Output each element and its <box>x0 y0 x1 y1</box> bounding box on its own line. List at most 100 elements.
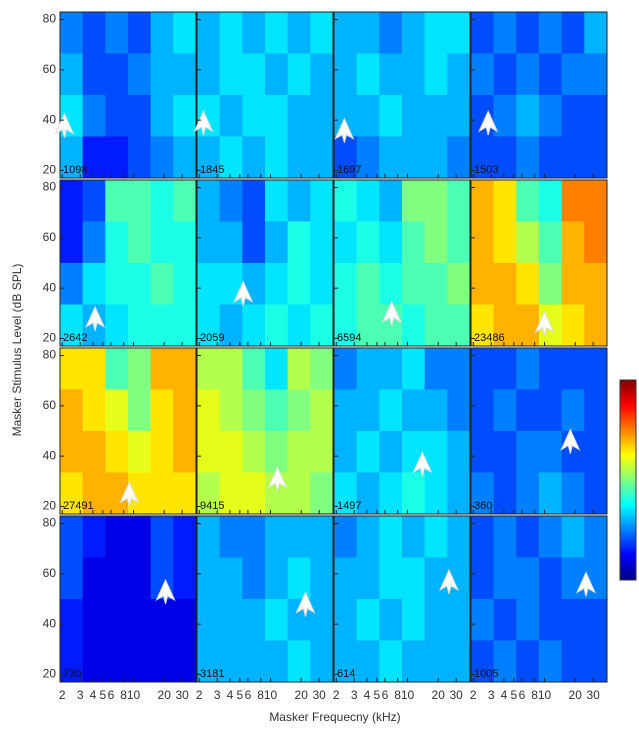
heatmap-cell <box>493 53 517 96</box>
heatmap-cell <box>265 95 288 137</box>
x-tick-label: 4 <box>227 688 234 702</box>
x-tick-label: 10 <box>127 688 141 702</box>
heatmap-cell <box>379 180 403 222</box>
heatmap-cell <box>105 516 129 558</box>
heatmap-cell <box>219 53 243 96</box>
heatmap-cell <box>334 472 357 515</box>
heatmap-cell <box>60 136 83 179</box>
y-tick-label: 60 <box>43 230 57 244</box>
heatmap-cell <box>424 599 448 641</box>
heatmap-cell <box>402 516 425 558</box>
heatmap-cell <box>471 472 494 515</box>
panel-label: 3181 <box>200 668 224 680</box>
heatmap-cell <box>287 557 311 600</box>
heatmap-cell <box>516 95 540 137</box>
x-tick-label: 6 <box>245 688 252 702</box>
heatmap-cell <box>516 12 540 54</box>
heatmap-cell <box>424 431 448 473</box>
heatmap-cell <box>60 221 83 264</box>
heatmap-cell <box>173 304 197 347</box>
y-tick-label: 40 <box>43 616 57 630</box>
heatmap-cell <box>447 12 471 54</box>
heatmap-cell <box>539 557 562 600</box>
heatmap-cell <box>516 136 540 179</box>
heatmap-cell <box>150 599 174 641</box>
heatmap-cell <box>561 640 585 683</box>
x-tick-label: 20 <box>295 688 309 702</box>
heatmap-cell <box>265 53 288 96</box>
heatmap-cell <box>424 221 448 264</box>
heatmap-cell <box>471 389 494 432</box>
heatmap-cell <box>539 348 562 390</box>
heatmap-cell <box>471 640 494 683</box>
heatmap-cell <box>584 180 608 222</box>
heatmap-cell <box>493 304 517 347</box>
heatmap-cell <box>334 95 357 137</box>
heatmap-cell <box>493 516 517 558</box>
heatmap-cell <box>584 263 608 305</box>
heatmap-cell <box>82 136 106 179</box>
heatmap-cell <box>197 431 220 473</box>
y-tick-label: 80 <box>43 12 57 26</box>
heatmap-cell <box>82 640 106 683</box>
heatmap-cell <box>265 640 288 683</box>
heatmap-cell <box>379 431 403 473</box>
heatmap-cell <box>584 12 608 54</box>
heatmap-cell <box>447 95 471 137</box>
heatmap-cell <box>242 557 266 600</box>
heatmap-cell <box>265 136 288 179</box>
heatmap-cell <box>379 472 403 515</box>
panel-label: 730 <box>63 668 81 680</box>
heatmap-cell <box>493 180 517 222</box>
heatmap-cell <box>287 95 311 137</box>
heatmap-cell <box>516 304 540 347</box>
heatmap-cell <box>493 95 517 137</box>
arrow <box>478 109 499 136</box>
heatmap-cell <box>128 304 151 347</box>
arrow <box>54 112 75 138</box>
heatmap-cell <box>424 640 448 683</box>
heatmap-cell <box>105 180 129 222</box>
heatmap-cell <box>539 95 562 137</box>
heatmap-cell <box>105 95 129 137</box>
heatmap-cell <box>334 599 357 641</box>
x-tick-label: 20 <box>432 688 446 702</box>
heatmap-cell <box>539 180 562 222</box>
heatmap-cell <box>265 599 288 641</box>
panel-frame <box>333 515 471 683</box>
heatmap-cell <box>173 263 197 305</box>
heatmap-cell <box>356 516 380 558</box>
heatmap-cell <box>242 472 266 515</box>
heatmap-cell <box>60 557 83 600</box>
heatmap-cell <box>379 95 403 137</box>
heatmap-cell <box>197 221 220 264</box>
heatmap-cell <box>265 221 288 264</box>
heatmap-cell <box>447 348 471 390</box>
x-axis-label: Masker Frequecny (kHz) <box>269 710 400 724</box>
heatmap-cell <box>310 221 334 264</box>
panel-frame <box>196 347 334 515</box>
arrow <box>155 578 176 605</box>
heatmap-cell <box>60 516 83 558</box>
heatmap-cell <box>516 263 540 305</box>
heatmap-cell <box>356 557 380 600</box>
heatmap-cell <box>60 472 83 515</box>
heatmap-cell <box>539 516 562 558</box>
x-tick-label: 10 <box>401 688 415 702</box>
heatmap-cell <box>539 12 562 54</box>
heatmap-cell <box>219 221 243 264</box>
heatmap-cell <box>150 180 174 222</box>
panel-frame <box>470 347 608 515</box>
heatmap-cell <box>493 431 517 473</box>
heatmap-cell <box>561 221 585 264</box>
heatmap-cell <box>402 599 425 641</box>
heatmap-cell <box>493 472 517 515</box>
heatmap-cell <box>173 95 197 137</box>
heatmap-cell <box>424 472 448 515</box>
heatmap-cell <box>471 304 494 347</box>
heatmap-cell <box>334 221 357 264</box>
heatmap-cell <box>561 389 585 432</box>
heatmap-cell <box>128 557 151 600</box>
x-tick-label: 8 <box>394 688 401 702</box>
heatmap-cell <box>516 53 540 96</box>
